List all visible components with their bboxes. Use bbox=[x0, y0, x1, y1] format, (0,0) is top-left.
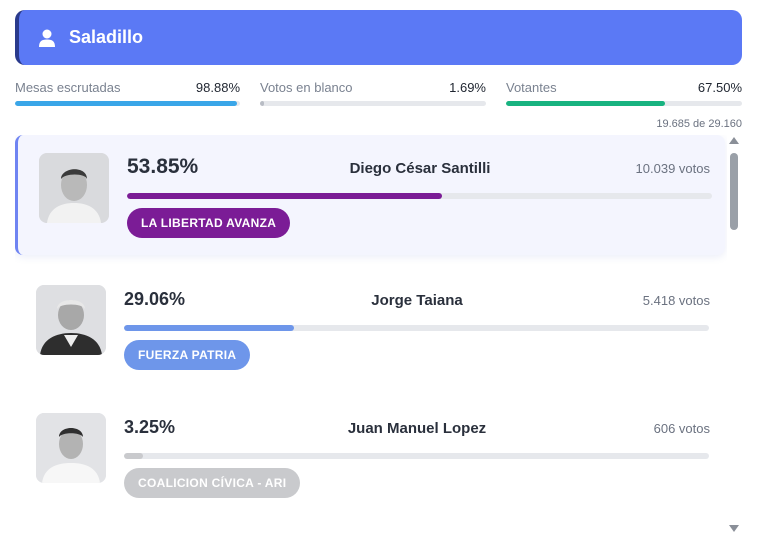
stat-value: 1.69% bbox=[449, 80, 486, 95]
stat-progress-fill bbox=[15, 101, 238, 106]
scrollbar[interactable] bbox=[728, 137, 740, 532]
scroll-down-icon[interactable] bbox=[729, 525, 739, 532]
stat-progress-track bbox=[15, 101, 240, 106]
candidate-progress-fill bbox=[124, 453, 143, 459]
stat-votantes: Votantes 67.50% 19.685 de 29.160 bbox=[506, 80, 742, 130]
scrollbar-thumb[interactable] bbox=[730, 153, 738, 230]
header-bar: Saladillo bbox=[15, 10, 742, 65]
stat-label: Mesas escrutadas bbox=[15, 80, 121, 95]
candidate-list[interactable]: 53.85% Diego César Santilli 10.039 votos… bbox=[15, 135, 727, 544]
stat-votos-en-blanco: Votos en blanco 1.69% bbox=[260, 80, 486, 106]
candidate-card[interactable]: 3.25% Juan Manuel Lopez 606 votos COALIC… bbox=[15, 395, 725, 515]
candidate-votes: 10.039 votos bbox=[635, 161, 710, 176]
candidate-votes: 5.418 votos bbox=[642, 293, 710, 308]
voters-count: 19.685 de 29.160 bbox=[656, 118, 742, 130]
party-badge: FUERZA PATRIA bbox=[124, 340, 251, 370]
stat-label: Votantes bbox=[506, 80, 557, 95]
candidate-photo bbox=[36, 413, 106, 483]
stat-progress-track bbox=[506, 101, 742, 106]
stat-progress-track bbox=[260, 101, 486, 106]
candidate-progress-fill bbox=[127, 193, 443, 199]
candidate-name: Diego César Santilli bbox=[349, 160, 491, 177]
candidate-progress-track bbox=[124, 453, 709, 459]
candidate-percent: 29.06% bbox=[124, 289, 186, 309]
stat-value: 67.50% bbox=[697, 80, 742, 95]
candidate-card[interactable]: 29.06% Jorge Taiana 5.418 votos FUERZA P… bbox=[15, 267, 725, 387]
candidate-name: Juan Manuel Lopez bbox=[347, 420, 487, 437]
stat-progress-fill bbox=[506, 101, 666, 106]
stat-progress-fill bbox=[260, 101, 264, 106]
scroll-up-icon[interactable] bbox=[729, 137, 739, 144]
candidate-name: Jorge Taiana bbox=[371, 292, 463, 309]
candidate-progress-track bbox=[124, 325, 709, 331]
stat-mesas-escrutadas: Mesas escrutadas 98.88% bbox=[15, 80, 240, 106]
municipality-title: Saladillo bbox=[69, 27, 144, 47]
party-badge: LA LIBERTAD AVANZA bbox=[127, 208, 291, 238]
candidate-progress-fill bbox=[124, 325, 294, 331]
candidate-percent: 53.85% bbox=[127, 155, 199, 178]
candidate-photo bbox=[39, 153, 109, 223]
candidate-votes: 606 votos bbox=[653, 421, 710, 436]
candidate-photo bbox=[36, 285, 106, 355]
candidate-percent: 3.25% bbox=[124, 417, 176, 437]
candidate-progress-track bbox=[127, 193, 712, 199]
user-icon bbox=[39, 29, 55, 47]
stat-label: Votos en blanco bbox=[260, 80, 353, 95]
party-badge: COALICION CÍVICA - ARI bbox=[124, 468, 301, 498]
stats-bar: Mesas escrutadas 98.88% Votos en blanco … bbox=[15, 80, 742, 130]
candidate-card[interactable]: 53.85% Diego César Santilli 10.039 votos… bbox=[15, 135, 725, 255]
stat-value: 98.88% bbox=[195, 80, 240, 95]
